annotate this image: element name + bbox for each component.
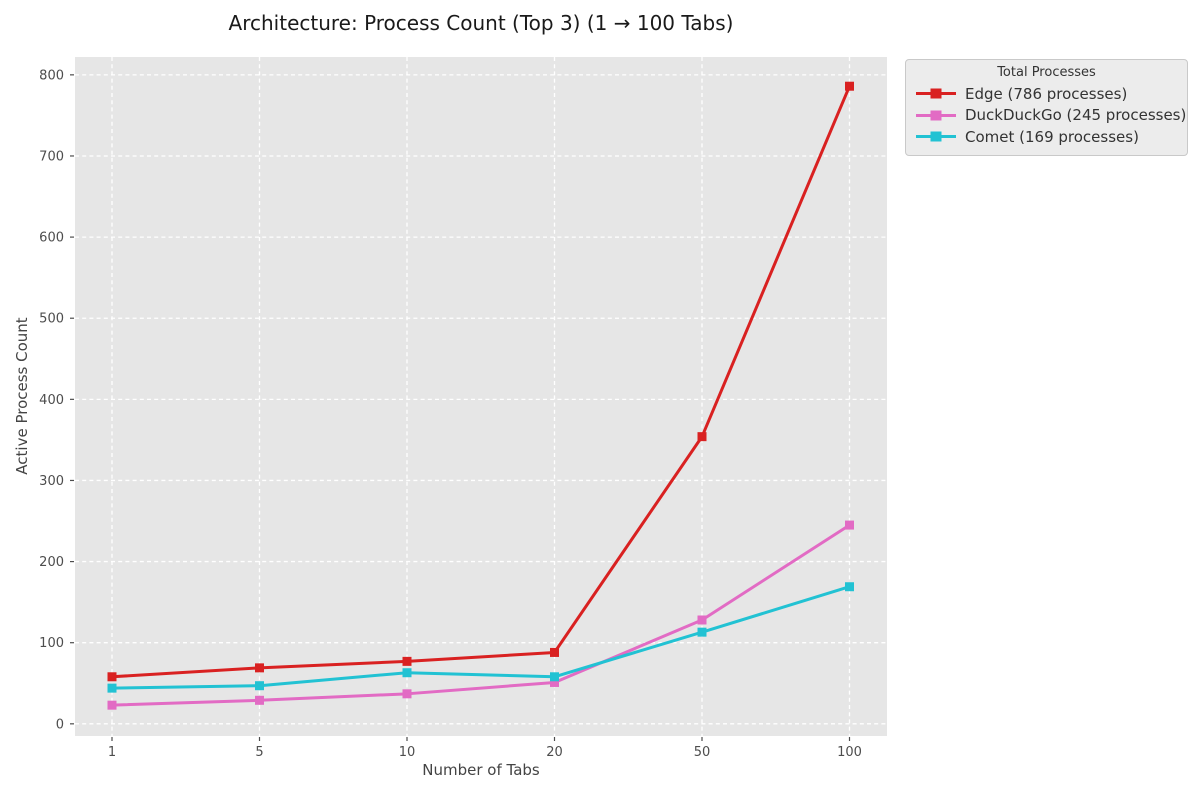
series-line-duckduckgo xyxy=(111,523,851,707)
legend-item-label: Comet (169 processes) xyxy=(965,127,1139,146)
y-tick-label: 700 xyxy=(39,149,64,164)
data-point-marker-comet xyxy=(402,668,412,678)
legend-item-label: Edge (786 processes) xyxy=(965,84,1128,103)
legend-title: Total Processes xyxy=(997,65,1096,80)
series-line-edge xyxy=(111,85,851,679)
y-tick-label: 600 xyxy=(39,231,64,246)
series-line-comet xyxy=(111,585,850,690)
data-point-marker-comet xyxy=(550,672,559,682)
data-point-marker-comet xyxy=(697,627,707,637)
y-axis-label: Active Process Count xyxy=(13,317,31,475)
data-point-marker-comet xyxy=(255,681,264,691)
x-tick-label: 100 xyxy=(837,745,862,760)
y-tick-label: 800 xyxy=(39,68,64,83)
x-tick-label: 10 xyxy=(399,745,416,760)
data-point-marker-edge xyxy=(255,663,264,673)
legend: Total Processes Edge (786 processes) Duck… xyxy=(905,59,1188,156)
data-point-marker-comet xyxy=(107,683,117,693)
y-tick-label: 200 xyxy=(39,555,64,570)
x-tick-label: 50 xyxy=(694,745,711,760)
chart-title: Architecture: Process Count (Top 3) (1 →… xyxy=(228,11,734,35)
x-tick-label: 1 xyxy=(108,745,116,760)
y-tick-label: 300 xyxy=(39,474,64,489)
data-point-marker-duckduckgo xyxy=(255,695,264,705)
x-tick-label: 5 xyxy=(255,745,263,760)
data-point-marker-duckduckgo xyxy=(107,700,117,710)
data-point-marker-duckduckgo xyxy=(402,689,412,699)
legend-line-marker-icon xyxy=(916,110,956,121)
legend-item-comet: Comet (169 processes) xyxy=(915,126,1178,148)
legend-line-marker-icon xyxy=(916,131,956,142)
y-tick-label: 100 xyxy=(39,636,64,651)
legend-item-edge: Edge (786 processes) xyxy=(915,83,1178,105)
legend-line-marker-icon xyxy=(916,88,956,99)
data-point-marker-edge xyxy=(550,647,559,657)
legend-items: Edge (786 processes) DuckDuckGo (245 proc… xyxy=(915,83,1186,148)
data-point-marker-duckduckgo xyxy=(550,677,559,687)
data-point-marker-edge xyxy=(845,81,854,91)
data-point-marker-edge xyxy=(402,656,412,666)
data-point-marker-comet xyxy=(845,582,854,592)
legend-item-label: DuckDuckGo (245 processes) xyxy=(965,106,1187,125)
y-tick-label: 0 xyxy=(56,717,64,732)
x-tick-label: 20 xyxy=(546,745,563,760)
data-point-marker-duckduckgo xyxy=(845,520,854,530)
x-axis-label: Number of Tabs xyxy=(422,761,540,779)
legend-item-duckduckgo: DuckDuckGo (245 processes) xyxy=(915,105,1186,127)
data-point-marker-edge xyxy=(107,672,117,682)
plot-background xyxy=(75,57,887,736)
data-point-marker-duckduckgo xyxy=(697,615,707,625)
y-tick-label: 400 xyxy=(39,393,64,408)
data-point-marker-edge xyxy=(697,432,707,442)
y-tick-label: 500 xyxy=(39,312,64,327)
